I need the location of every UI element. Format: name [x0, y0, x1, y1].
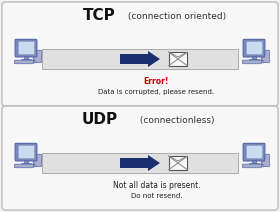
- Text: Not all data is present.: Not all data is present.: [113, 181, 200, 191]
- Bar: [169, 52, 187, 66]
- Bar: [249, 59, 259, 60]
- Ellipse shape: [262, 165, 264, 167]
- Text: Do not resend.: Do not resend.: [130, 193, 182, 199]
- Bar: [18, 145, 34, 158]
- Text: Data is corrupted, please resend.: Data is corrupted, please resend.: [98, 89, 214, 95]
- FancyBboxPatch shape: [242, 60, 261, 64]
- FancyBboxPatch shape: [242, 164, 261, 168]
- Text: (connectionless): (connectionless): [137, 116, 214, 124]
- Bar: [246, 41, 262, 54]
- Bar: [24, 56, 27, 59]
- FancyArrow shape: [120, 155, 160, 171]
- FancyBboxPatch shape: [243, 39, 265, 57]
- Text: (connection oriented): (connection oriented): [125, 11, 226, 21]
- FancyBboxPatch shape: [15, 143, 37, 161]
- FancyBboxPatch shape: [15, 164, 33, 168]
- FancyBboxPatch shape: [2, 2, 278, 106]
- FancyBboxPatch shape: [15, 60, 33, 64]
- Text: TCP: TCP: [83, 8, 116, 24]
- Bar: [253, 56, 256, 59]
- Bar: [249, 163, 259, 164]
- FancyBboxPatch shape: [33, 50, 41, 63]
- Bar: [169, 156, 187, 170]
- FancyBboxPatch shape: [33, 154, 41, 167]
- Bar: [21, 59, 31, 60]
- Bar: [24, 160, 27, 163]
- Ellipse shape: [262, 61, 264, 63]
- Bar: [253, 160, 256, 163]
- Bar: [42, 153, 238, 173]
- Bar: [42, 49, 238, 69]
- FancyBboxPatch shape: [243, 143, 265, 161]
- FancyBboxPatch shape: [261, 154, 269, 167]
- Text: UDP: UDP: [81, 113, 117, 127]
- Ellipse shape: [34, 61, 36, 63]
- Text: Error!: Error!: [144, 78, 169, 86]
- FancyBboxPatch shape: [261, 50, 269, 63]
- FancyBboxPatch shape: [15, 39, 37, 57]
- FancyBboxPatch shape: [2, 106, 278, 210]
- Ellipse shape: [34, 165, 36, 167]
- Bar: [21, 163, 31, 164]
- FancyArrow shape: [120, 51, 160, 67]
- Bar: [246, 145, 262, 158]
- Bar: [18, 41, 34, 54]
